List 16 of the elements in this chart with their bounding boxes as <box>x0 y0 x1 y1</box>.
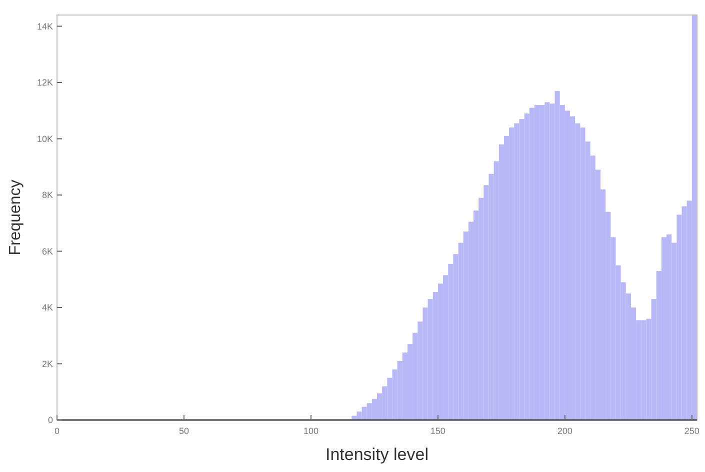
x-tick-label: 100 <box>303 426 318 436</box>
y-axis-title: Frequency <box>7 180 24 256</box>
y-tick-label: 4K <box>42 302 53 312</box>
x-tick-label: 200 <box>557 426 572 436</box>
y-tick-label: 0 <box>48 415 53 425</box>
y-tick-label: 10K <box>36 134 53 144</box>
y-tick-label: 8K <box>42 190 53 200</box>
y-tick-label: 6K <box>42 246 53 256</box>
x-tick-label: 0 <box>54 426 60 436</box>
y-tick-label: 2K <box>42 358 53 369</box>
x-axis-title: Intensity level <box>326 445 428 464</box>
x-tick-label: 250 <box>684 426 700 436</box>
y-tick-label: 12K <box>36 78 53 88</box>
x-tick-label: 50 <box>178 426 189 436</box>
x-tick-label: 150 <box>430 426 446 436</box>
y-tick-label: 14K <box>36 21 53 32</box>
